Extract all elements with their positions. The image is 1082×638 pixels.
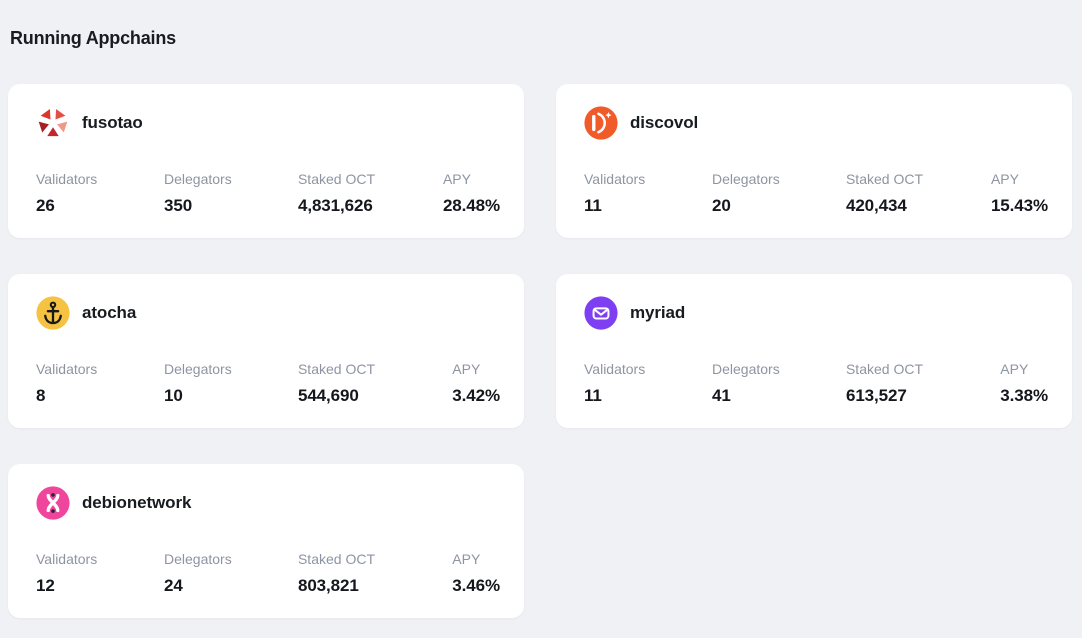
validators-value: 12 <box>36 576 55 595</box>
stat-delegators: Delegators 24 <box>164 550 270 596</box>
apy-value: 28.48% <box>442 196 500 215</box>
stat-staked-oct: Staked OCT 544,690 <box>298 360 375 406</box>
appchains-grid: fusotao Validators 26 Delegators 350 Sta… <box>8 84 1072 618</box>
validators-label: Validators <box>584 361 646 377</box>
apy-value: 15.43% <box>990 196 1048 215</box>
staked-oct-label: Staked OCT <box>297 551 375 567</box>
delegators-label: Delegators <box>164 171 232 187</box>
stat-apy: APY 3.38% <box>1000 360 1048 406</box>
staked-oct-value: 544,690 <box>297 386 359 405</box>
appchain-card[interactable]: discovol Validators 11 Delegators 20 Sta… <box>556 84 1072 238</box>
anchor-icon <box>36 296 70 330</box>
delegators-label: Delegators <box>164 551 232 567</box>
stat-staked-oct: Staked OCT 613,527 <box>846 360 923 406</box>
staked-oct-label: Staked OCT <box>297 361 375 377</box>
validators-label: Validators <box>584 171 646 187</box>
stat-apy: APY 3.42% <box>452 360 500 406</box>
delegators-value: 350 <box>164 196 193 215</box>
validators-label: Validators <box>36 361 98 377</box>
validators-label: Validators <box>36 551 98 567</box>
appchain-stats: Validators 12 Delegators 24 Staked OCT 8… <box>36 550 500 596</box>
fusotao-flower-icon <box>36 106 70 140</box>
appchain-stats: Validators 11 Delegators 20 Staked OCT 4… <box>584 170 1048 216</box>
stat-staked-oct: Staked OCT 420,434 <box>846 170 923 216</box>
stat-delegators: Delegators 350 <box>164 170 270 216</box>
page-title: Running Appchains <box>10 28 176 48</box>
stat-apy: APY 28.48% <box>443 170 500 216</box>
apy-label: APY <box>452 551 481 567</box>
stat-validators: Validators 12 <box>36 550 164 596</box>
apy-value: 3.46% <box>452 576 500 595</box>
appchain-header: atocha <box>36 296 500 330</box>
appchain-header: discovol <box>584 106 1048 140</box>
delegators-label: Delegators <box>164 361 232 377</box>
appchain-stats: Validators 8 Delegators 10 Staked OCT 54… <box>36 360 500 406</box>
appchain-name: atocha <box>82 303 137 322</box>
discovol-d-icon <box>584 106 618 140</box>
delegators-value: 41 <box>712 386 731 405</box>
appchain-card[interactable]: atocha Validators 8 Delegators 10 Staked… <box>8 274 524 428</box>
validators-value: 11 <box>584 386 602 405</box>
stat-delegators: Delegators 20 <box>712 170 818 216</box>
stat-validators: Validators 8 <box>36 360 164 406</box>
delegators-value: 20 <box>712 196 731 215</box>
apy-label: APY <box>1000 361 1029 377</box>
validators-value: 8 <box>36 386 46 405</box>
staked-oct-value: 613,527 <box>845 386 907 405</box>
appchain-stats: Validators 26 Delegators 350 Staked OCT … <box>36 170 500 216</box>
staked-oct-label: Staked OCT <box>297 171 375 187</box>
apy-value: 3.38% <box>1000 386 1048 405</box>
delegators-value: 24 <box>164 576 183 595</box>
appchain-header: debionetwork <box>36 486 500 520</box>
appchain-card[interactable]: fusotao Validators 26 Delegators 350 Sta… <box>8 84 524 238</box>
dna-helix-icon <box>36 486 70 520</box>
appchain-card[interactable]: debionetwork Validators 12 Delegators 24… <box>8 464 524 618</box>
staked-oct-label: Staked OCT <box>845 361 923 377</box>
delegators-value: 10 <box>164 386 183 405</box>
stat-staked-oct: Staked OCT 4,831,626 <box>298 170 375 216</box>
delegators-label: Delegators <box>712 171 780 187</box>
appchain-name: debionetwork <box>82 493 192 512</box>
appchain-name: discovol <box>630 113 699 132</box>
stat-delegators: Delegators 41 <box>712 360 818 406</box>
appchain-name: fusotao <box>82 113 143 132</box>
stat-validators: Validators 26 <box>36 170 164 216</box>
validators-value: 11 <box>584 196 602 215</box>
staked-oct-value: 420,434 <box>845 196 907 215</box>
appchain-card[interactable]: myriad Validators 11 Delegators 41 Stake… <box>556 274 1072 428</box>
stat-apy: APY 15.43% <box>991 170 1048 216</box>
apy-label: APY <box>990 171 1019 187</box>
validators-value: 26 <box>36 196 55 215</box>
appchain-stats: Validators 11 Delegators 41 Staked OCT 6… <box>584 360 1048 406</box>
appchain-name: myriad <box>630 303 686 322</box>
stat-validators: Validators 11 <box>584 170 712 216</box>
staked-oct-value: 803,821 <box>297 576 359 595</box>
stat-delegators: Delegators 10 <box>164 360 270 406</box>
delegators-label: Delegators <box>712 361 780 377</box>
myriad-envelope-icon <box>584 296 618 330</box>
appchain-header: fusotao <box>36 106 500 140</box>
appchain-header: myriad <box>584 296 1048 330</box>
stat-validators: Validators 11 <box>584 360 712 406</box>
staked-oct-value: 4,831,626 <box>297 196 373 215</box>
running-appchains-page: Running Appchains fusotao Validators 26 … <box>8 28 1072 618</box>
validators-label: Validators <box>36 171 98 187</box>
apy-label: APY <box>442 171 471 187</box>
apy-value: 3.42% <box>452 386 500 405</box>
stat-staked-oct: Staked OCT 803,821 <box>298 550 375 596</box>
staked-oct-label: Staked OCT <box>845 171 923 187</box>
apy-label: APY <box>452 361 481 377</box>
stat-apy: APY 3.46% <box>452 550 500 596</box>
